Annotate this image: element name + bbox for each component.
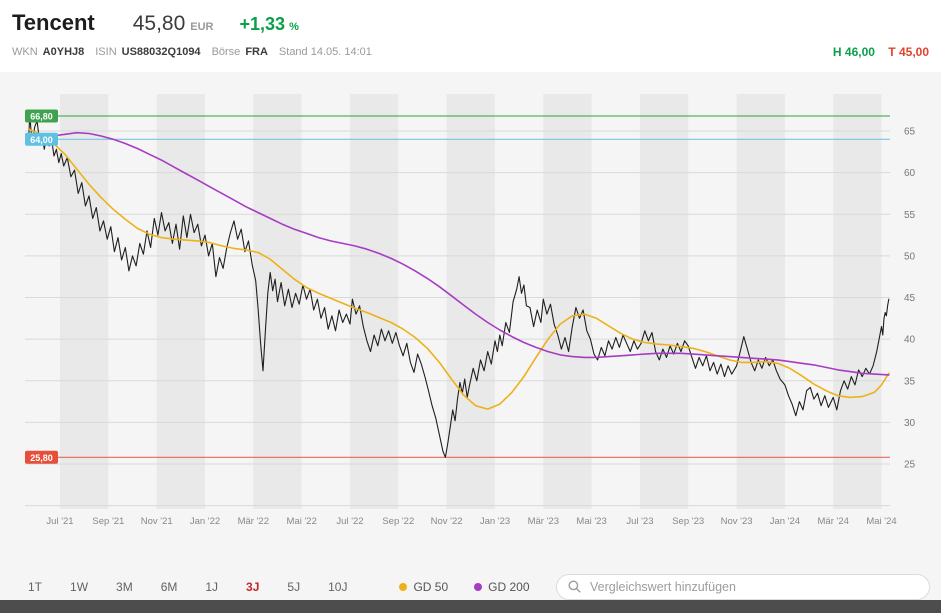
gd200-dot-icon [474,582,483,591]
x-axis-label: Jul '22 [336,516,363,527]
x-axis-label: Jan '24 [770,516,800,527]
isin-value: US88032Q1094 [121,46,201,58]
range-1j[interactable]: 1J [205,579,219,594]
y-axis-label: 30 [904,418,916,429]
x-axis-label: Mai '22 [287,516,317,527]
chart-stripe [833,94,882,509]
price-row: Tencent 45,80 EUR +1,33 % [12,10,299,36]
compare-search[interactable] [556,573,930,600]
chart-stripe [543,94,592,509]
x-axis-label: Nov '22 [431,516,463,527]
chart-stripe [736,94,785,509]
currency-label: EUR [190,21,214,33]
gd50-label: GD 50 [413,579,449,594]
y-axis-label: 25 [904,460,916,471]
ref-badge-label: 64,00 [30,135,53,145]
range-selector: 1T 1W 3M 6M 1J 3J 5J 10J [28,580,347,594]
x-axis-label: Nov '23 [721,516,753,527]
y-axis-label: 60 [904,168,916,179]
header: Tencent 45,80 EUR +1,33 % WKN A0YHJ8 ISI… [0,0,941,72]
range-1t[interactable]: 1T [28,579,43,594]
ref-badge-label: 66,80 [30,112,53,122]
range-3m[interactable]: 3M [116,579,133,594]
series-gd-50 [27,128,890,410]
y-axis-label: 65 [904,127,916,138]
timestamp: Stand 14.05. 14:01 [278,46,372,58]
gd50-dot-icon [399,582,408,591]
x-axis-label: Mai '23 [576,516,606,527]
ref-badge [25,109,58,123]
y-axis-label: 35 [904,376,916,387]
x-axis-label: Jul '21 [46,516,73,527]
y-axis-label: 50 [904,251,916,262]
instrument-meta: WKN A0YHJ8 ISIN US88032Q1094 Börse FRA S… [12,46,372,58]
x-axis-label: Sep '23 [672,516,704,527]
x-axis-label: Mär '22 [238,516,269,527]
day-low: T 45,00 [888,45,929,59]
ref-badge [25,132,58,146]
x-axis-label: Jan '23 [480,516,510,527]
gd200-label: GD 200 [488,579,530,594]
x-axis-label: Sep '22 [382,516,414,527]
chart-area: 65 60 55 50 45 40 35 30 25 Jul '21 Sep '21 Nov '21 J… [0,72,941,574]
current-price: 45,80 [132,12,186,35]
chart-stripe [639,94,689,509]
price-change-percent: +1,33 [239,14,286,34]
compare-search-input[interactable] [588,578,918,595]
legend-gd200[interactable]: GD 200 [474,579,530,594]
isin-label: ISIN [95,46,117,58]
wkn-value: A0YHJ8 [42,46,85,58]
x-axis-label: Mär '24 [818,516,849,527]
series-kurs [28,115,890,458]
range-3j-active[interactable]: 3J [246,579,260,594]
exchange-label: Börse [211,46,241,58]
chart-stripe [350,94,399,509]
ref-badge-label: 25,80 [30,453,53,463]
y-axis-label: 40 [904,335,916,346]
y-axis-label: 55 [904,210,916,221]
chart-stripe [156,94,205,509]
range-6m[interactable]: 6M [160,579,178,594]
percent-sign: % [289,21,299,33]
chart-stripe [446,94,495,509]
legend-gd50[interactable]: GD 50 [399,580,448,594]
series-gd-200 [27,131,890,376]
instrument-name: Tencent [12,10,95,35]
day-high: H 46,00 [832,45,875,59]
day-high-low: H 46,00 T 45,00 [833,45,929,59]
search-icon [568,580,581,593]
range-1w[interactable]: 1W [70,579,89,594]
wkn-label: WKN [12,46,38,58]
y-axis-label: 45 [904,293,916,304]
x-axis-label: Jul '23 [626,516,653,527]
bottom-bar [0,600,941,613]
range-5j[interactable]: 5J [287,579,301,594]
ref-badge [25,450,58,464]
chart-legend: GD 50 GD 200 [399,579,530,594]
x-axis-label: Nov '21 [141,516,173,527]
x-axis-label: Mai '24 [866,516,896,527]
range-10j[interactable]: 10J [328,579,348,594]
exchange-value: FRA [245,46,268,58]
chart-toolbar: 1T 1W 3M 6M 1J 3J 5J 10J GD 50 GD 200 [0,573,941,600]
price-chart[interactable]: 65 60 55 50 45 40 35 30 25 Jul '21 Sep '21 Nov '21 J… [0,72,941,542]
x-axis-label: Jan '22 [190,516,220,527]
x-axis-label: Mär '23 [528,516,559,527]
x-axis-label: Sep '21 [92,516,124,527]
